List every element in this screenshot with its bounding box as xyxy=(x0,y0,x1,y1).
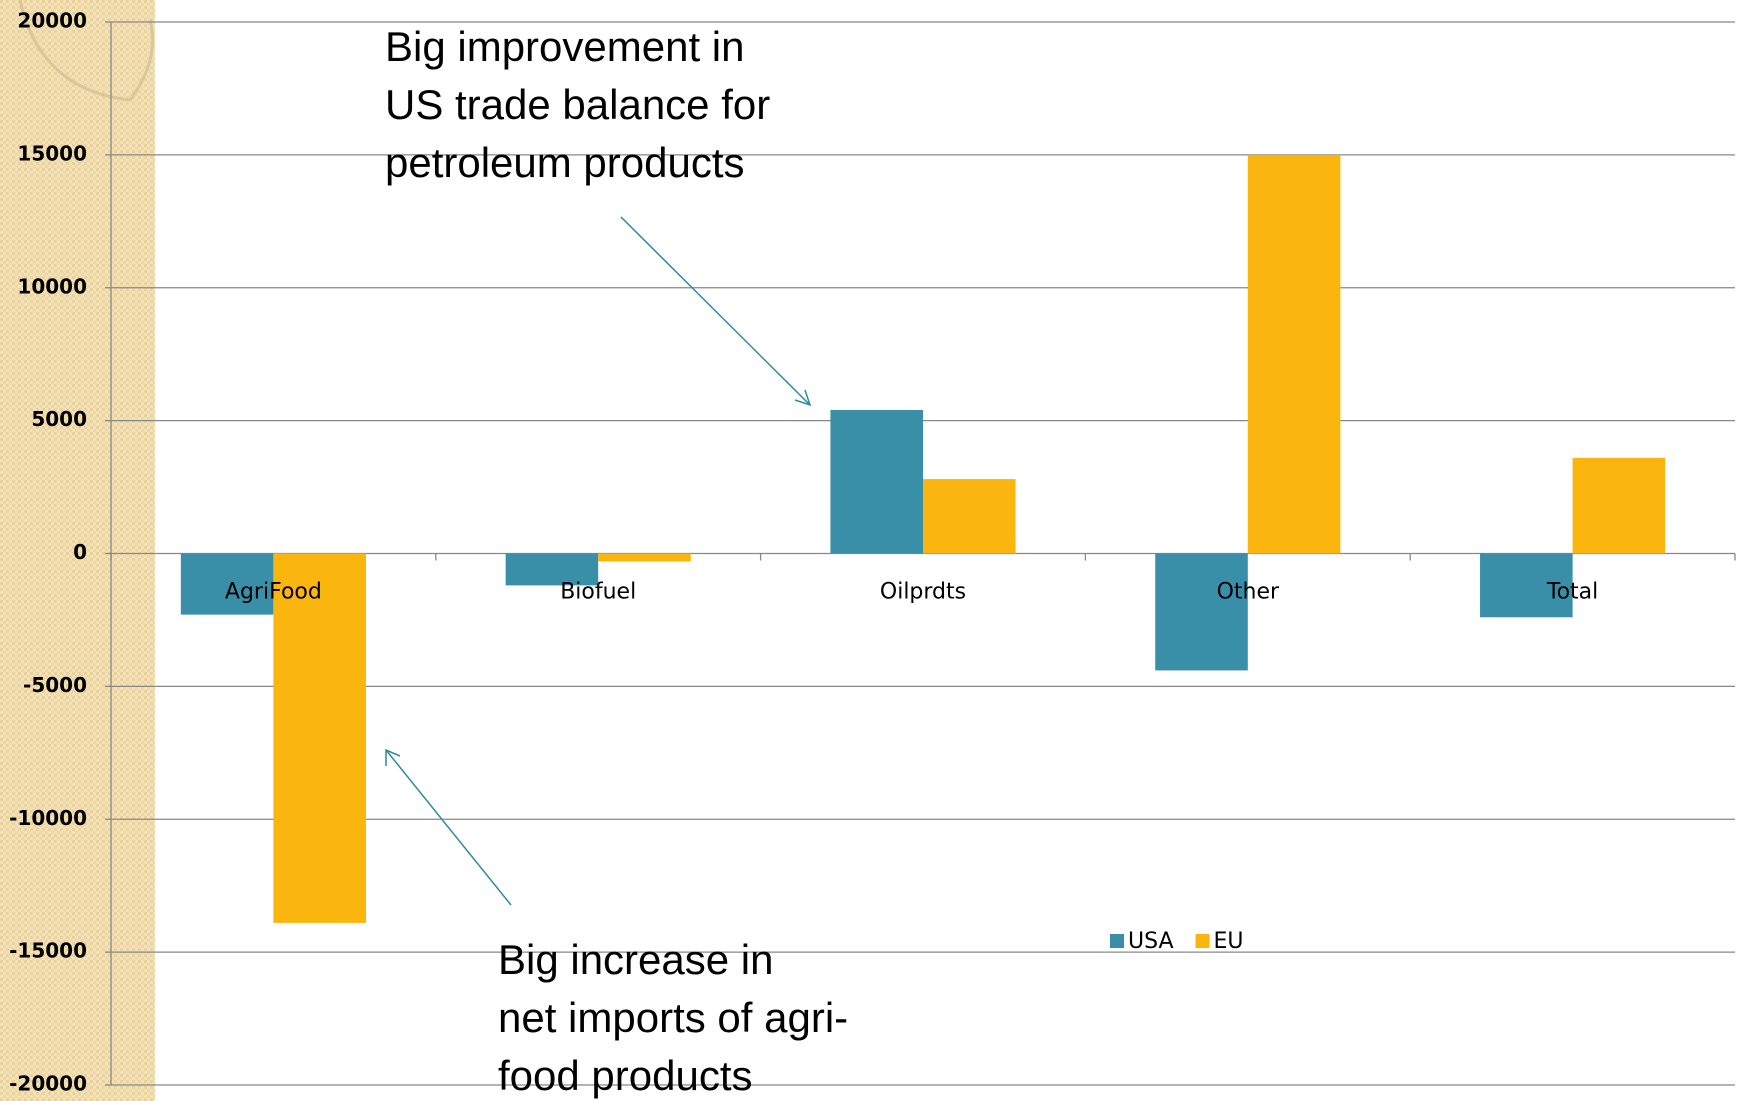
y-tick-label: -10000 xyxy=(9,806,87,830)
bar xyxy=(1480,553,1573,618)
y-tick-label: 15000 xyxy=(17,141,87,165)
y-tick-label: -20000 xyxy=(9,1072,87,1096)
bar xyxy=(1572,457,1666,554)
annotation: petroleum products xyxy=(385,139,745,186)
annotation: US trade balance for xyxy=(385,81,770,128)
arrow xyxy=(620,216,811,406)
x-tick-label: Biofuel xyxy=(560,580,636,605)
legend-label: USA xyxy=(1128,929,1174,954)
bar xyxy=(505,553,599,586)
arrow-head xyxy=(794,389,812,407)
x-tick-label: Oilprdts xyxy=(880,580,966,605)
side-strip xyxy=(0,0,155,1101)
x-tick-label: Total xyxy=(1546,580,1598,605)
bar xyxy=(1155,553,1248,671)
legend-swatch xyxy=(1195,934,1210,948)
y-tick-label: 20000 xyxy=(17,9,87,33)
annotation: net imports of agri- xyxy=(498,994,848,1041)
y-tick-label: 0 xyxy=(73,540,87,564)
bar xyxy=(830,409,923,554)
y-tick-label: -15000 xyxy=(9,939,87,963)
y-tick-label: -5000 xyxy=(23,673,87,697)
y-tick-label: 5000 xyxy=(31,407,87,431)
decor xyxy=(18,0,154,102)
bar xyxy=(923,479,1016,554)
annotation: food products xyxy=(498,1052,753,1099)
bar xyxy=(180,553,274,615)
legend-label: EU xyxy=(1214,929,1244,954)
arrow xyxy=(385,749,512,906)
arrow-head xyxy=(385,748,401,766)
bar xyxy=(273,553,366,923)
legend-swatch xyxy=(1110,934,1124,948)
x-tick-label: AgriFood xyxy=(225,580,322,605)
annotation: Big improvement in xyxy=(385,23,744,70)
bar xyxy=(1247,154,1341,554)
bar xyxy=(598,553,691,562)
y-tick-label: 10000 xyxy=(17,274,87,298)
x-tick-label: Other xyxy=(1217,580,1280,605)
annotation: Big increase in xyxy=(498,936,773,983)
